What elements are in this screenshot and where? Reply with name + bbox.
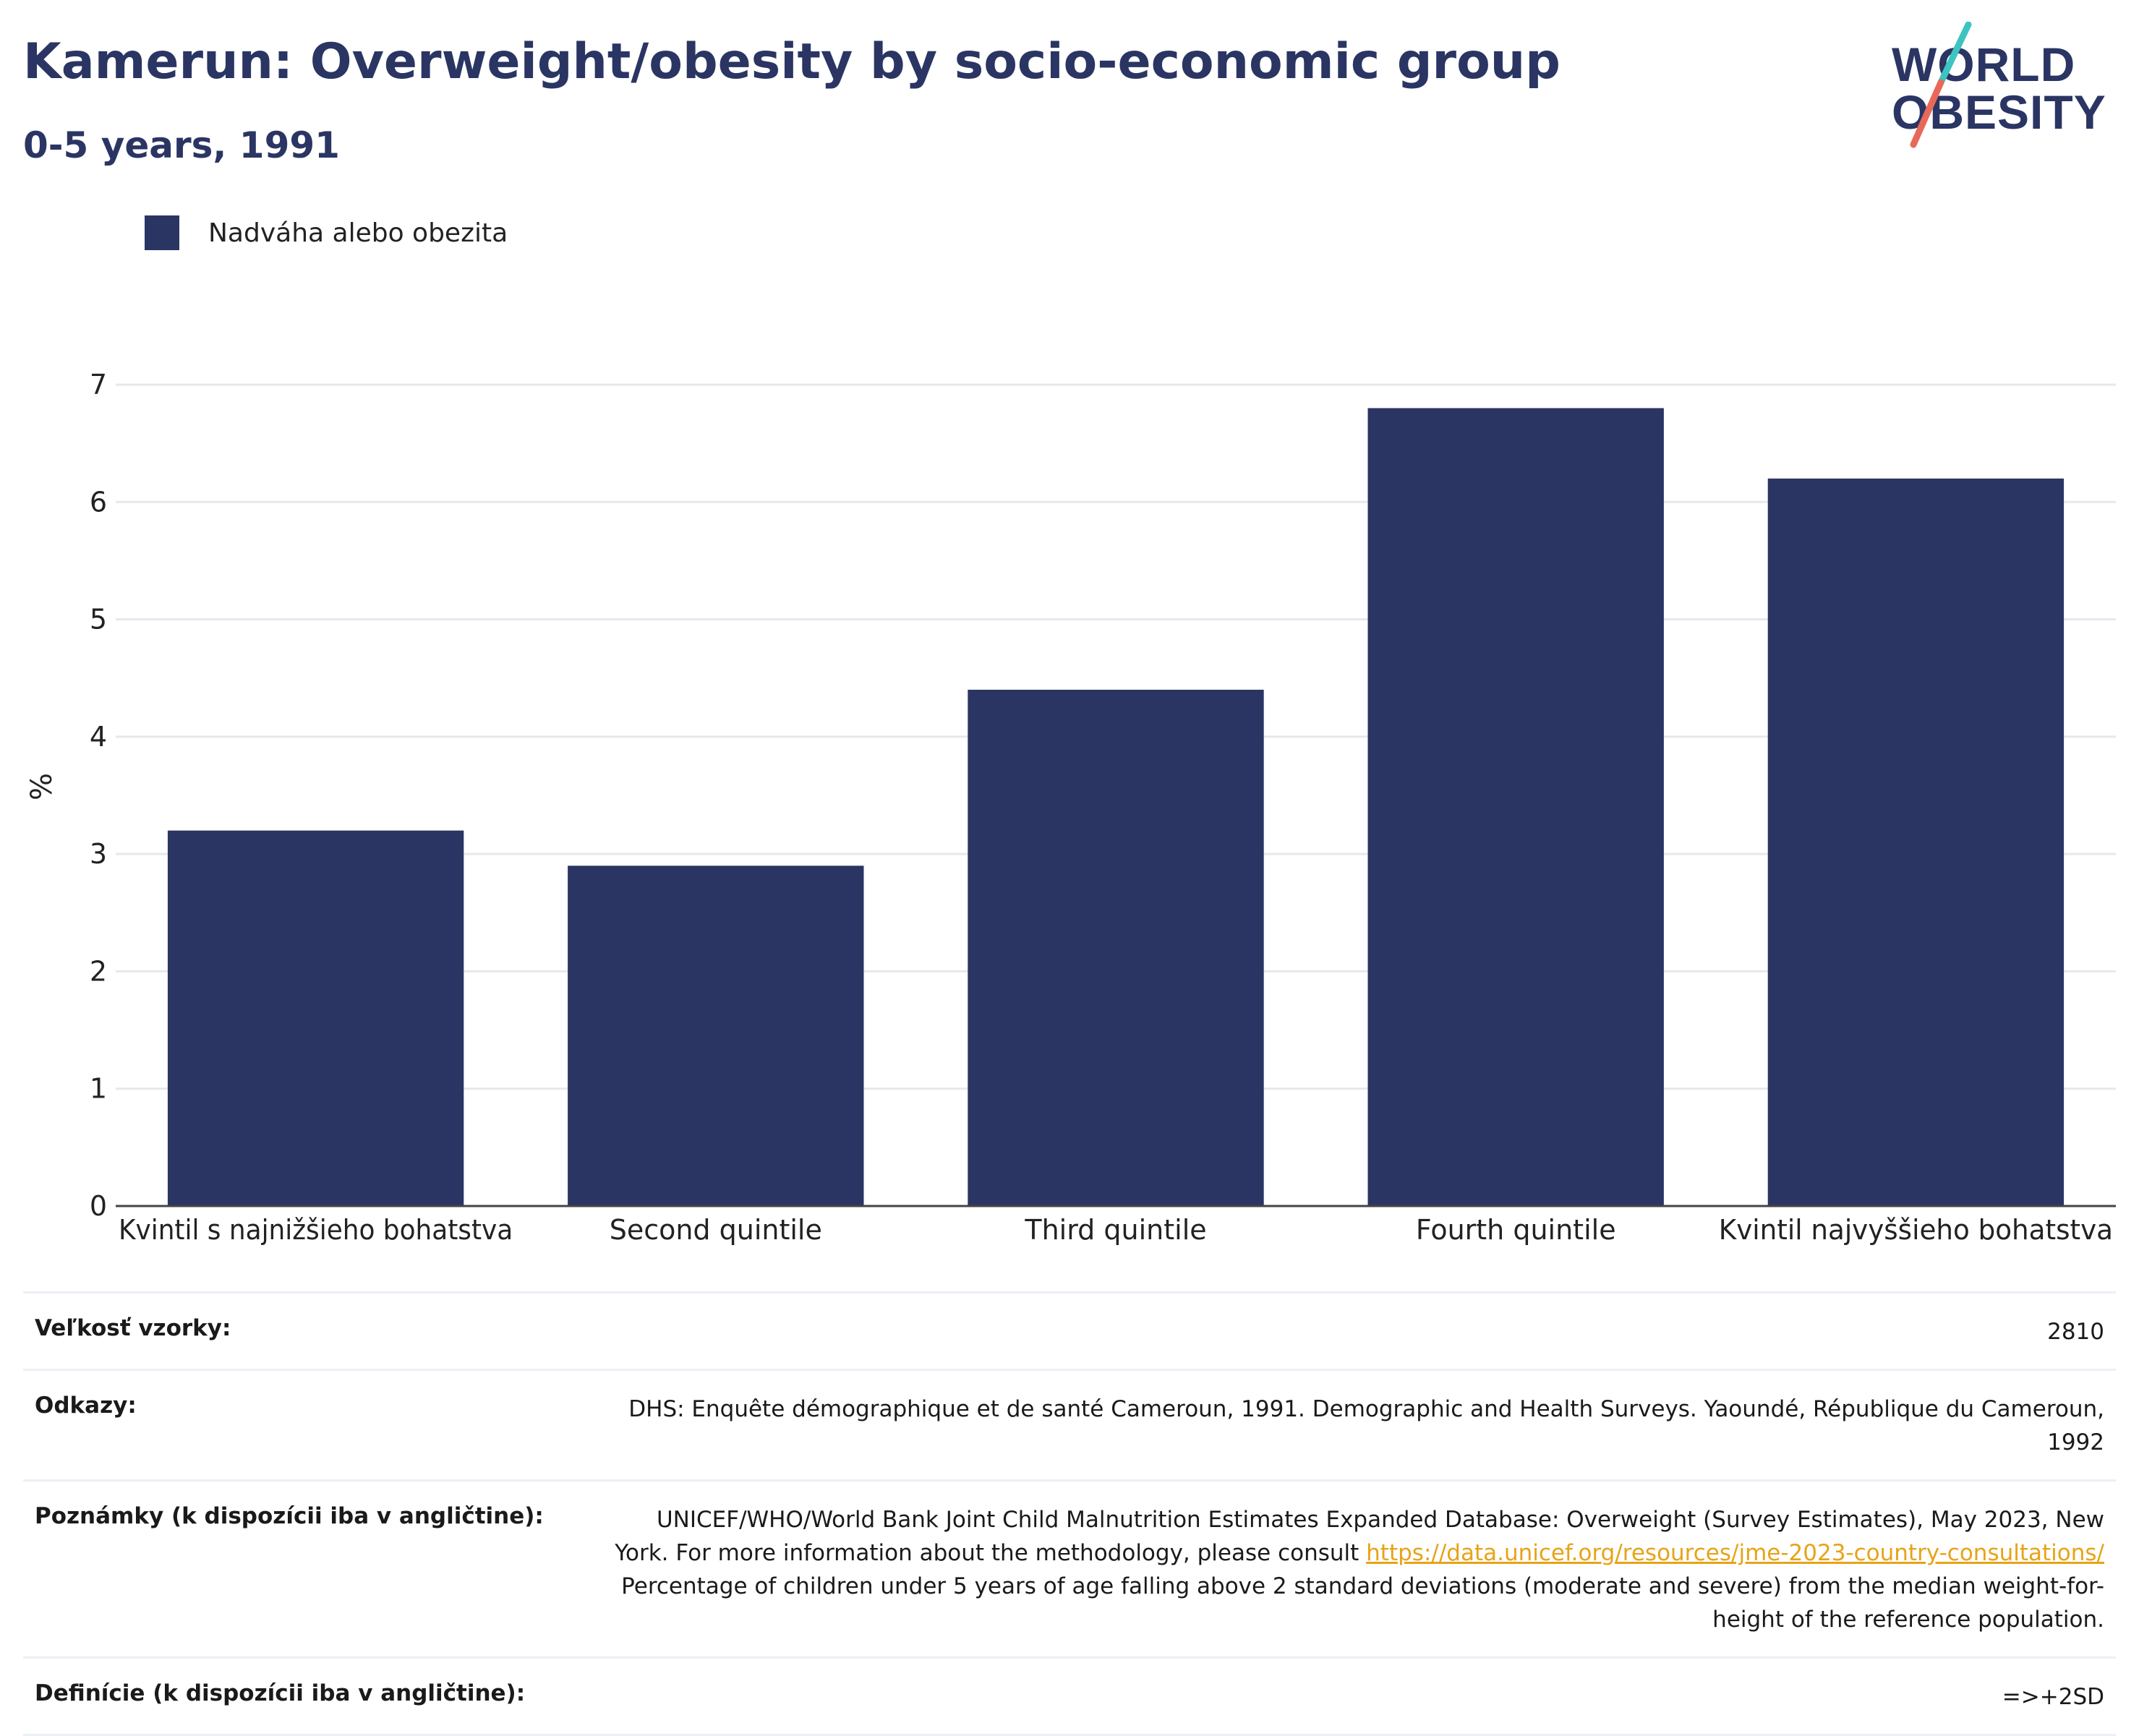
definitions-value: =>+2SD [2002,1684,2104,1710]
bar-chart: 0 1 2 3 4 5 6 7 Kvintil s najnižšieho bohatstva S… [90,369,2116,1246]
x-tick-label: Fourth quintile [1416,1214,1616,1246]
world-obesity-logo: WORLD OBESITY [1880,22,2126,152]
bar [1767,478,2065,1206]
notes-row: Poznámky (k dispozícii iba v angličtine)… [23,1479,2116,1656]
references-row: Odkazy: DHS: Enquête démographique et de… [23,1369,2116,1479]
bar [1367,408,1664,1206]
bar [968,689,1264,1206]
notes-link[interactable]: https://data.unicef.org/resources/jme-20… [1366,1540,2104,1566]
sample-size-label: Veľkosť vzorky: [35,1315,231,1341]
logo-slash-icon [1910,22,1972,148]
bar [167,830,464,1206]
sample-size-row: Veľkosť vzorky: 2810 [23,1291,2116,1369]
chart-title: Kamerun: Overweight/obesity by socio-eco… [23,33,1561,90]
legend-swatch [145,215,179,250]
x-tick-label: Kvintil najvyššieho bohatstva [1719,1214,2113,1246]
notes-text-after: Percentage of children under 5 years of … [621,1573,2104,1633]
chart-subtitle: 0-5 years, 1991 [23,124,340,166]
legend-label: Nadváha alebo obezita [208,218,508,248]
notes-label: Poznámky (k dispozícii iba v angličtine)… [35,1503,544,1529]
notes-text-before: UNICEF/WHO/World Bank Joint Child Malnut… [615,1507,2104,1566]
y-tick-label: 3 [90,838,107,870]
bar [568,865,864,1206]
logo-line-1: WORLD [1892,38,2076,91]
notes-value: UNICEF/WHO/World Bank Joint Child Malnut… [599,1503,2104,1636]
definitions-row: Definície (k dispozícii iba v angličtine… [23,1656,2116,1736]
y-tick-label: 2 [90,955,107,987]
y-tick-label: 0 [90,1190,107,1222]
x-tick-label: Third quintile [1024,1214,1206,1246]
y-tick-label: 6 [90,486,107,518]
y-tick-label: 1 [90,1073,107,1105]
definitions-label: Definície (k dispozícii iba v angličtine… [35,1680,526,1706]
y-tick-label: 7 [90,369,107,401]
references-value: DHS: Enquête démographique et de santé C… [628,1396,2104,1455]
x-tick-label: Second quintile [610,1214,822,1246]
y-axis-label: % [25,772,59,801]
sample-size-value: 2810 [2047,1319,2104,1345]
info-table: Veľkosť vzorky: 2810 Odkazy: DHS: Enquêt… [23,1291,2116,1736]
y-tick-label: 5 [90,604,107,636]
x-tick-label: Kvintil s najnižšieho bohatstva [119,1214,513,1246]
references-label: Odkazy: [35,1393,137,1419]
y-tick-label: 4 [90,721,107,753]
